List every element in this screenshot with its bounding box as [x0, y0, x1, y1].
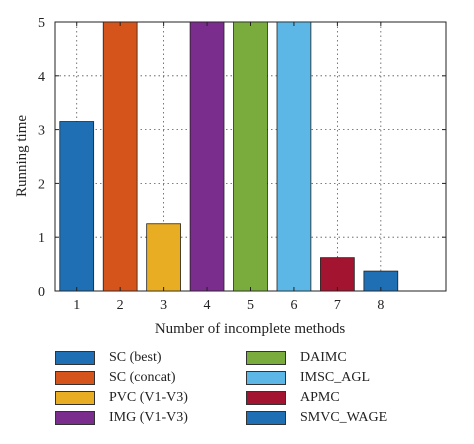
legend-swatch [55, 351, 95, 365]
y-tick-label: 5 [38, 16, 45, 31]
y-axis-title: Running time [14, 115, 30, 197]
x-tick-label: 4 [204, 298, 211, 313]
y-tick-label: 0 [38, 285, 45, 300]
bar-3 [146, 223, 181, 292]
bar-4 [189, 21, 225, 292]
legend-swatch [55, 391, 95, 405]
legend-label: DAIMC [300, 350, 347, 365]
bar-6 [276, 21, 312, 292]
x-ticks: 1 2 3 4 5 6 7 8 [73, 22, 384, 313]
y-tick-label: 4 [38, 70, 45, 85]
x-axis-title: Number of incomplete methods [155, 321, 346, 337]
legend-item: IMG (V1-V3) [55, 410, 188, 426]
legend-item: SC (concat) [55, 370, 175, 386]
x-tick-label: 3 [160, 298, 167, 313]
legend-label: SMVC_WAGE [300, 410, 388, 425]
x-tick-label: 6 [290, 298, 297, 313]
y-tick-label: 1 [38, 231, 45, 246]
legend-item: IMSC_AGL [246, 370, 370, 386]
y-tick-label: 3 [38, 124, 45, 139]
legend-label: IMSC_AGL [300, 370, 371, 385]
y-ticks: 0 1 2 3 4 5 [38, 16, 446, 300]
x-tick-label: 5 [247, 298, 254, 313]
bar-5 [233, 21, 268, 292]
x-tick-label: 1 [73, 298, 80, 313]
legend-item: DAIMC [246, 350, 347, 366]
legend-item: PVC (V1-V3) [55, 390, 188, 406]
legend-item: SMVC_WAGE [246, 410, 387, 426]
legend-label: IMG (V1-V3) [109, 410, 188, 425]
y-tick-label: 2 [38, 177, 45, 192]
legend-item: SC (best) [55, 350, 162, 366]
legend-swatch [246, 351, 286, 365]
legend-label: PVC (V1-V3) [109, 390, 188, 405]
legend-label: APMC [300, 390, 340, 405]
x-tick-label: 7 [334, 298, 341, 313]
x-tick-label: 2 [117, 298, 124, 313]
bar-1 [59, 121, 95, 292]
legend-label: SC (concat) [109, 370, 176, 385]
x-tick-label: 8 [377, 298, 384, 313]
legend-swatch [246, 391, 286, 405]
legend-swatch [246, 371, 286, 385]
legend-label: SC (best) [109, 350, 162, 365]
bar-2 [102, 21, 138, 292]
legend-swatch [246, 411, 286, 425]
bar-7 [320, 257, 355, 292]
legend-swatch [55, 371, 95, 385]
legend-swatch [55, 411, 95, 425]
legend-item: APMC [246, 390, 340, 406]
